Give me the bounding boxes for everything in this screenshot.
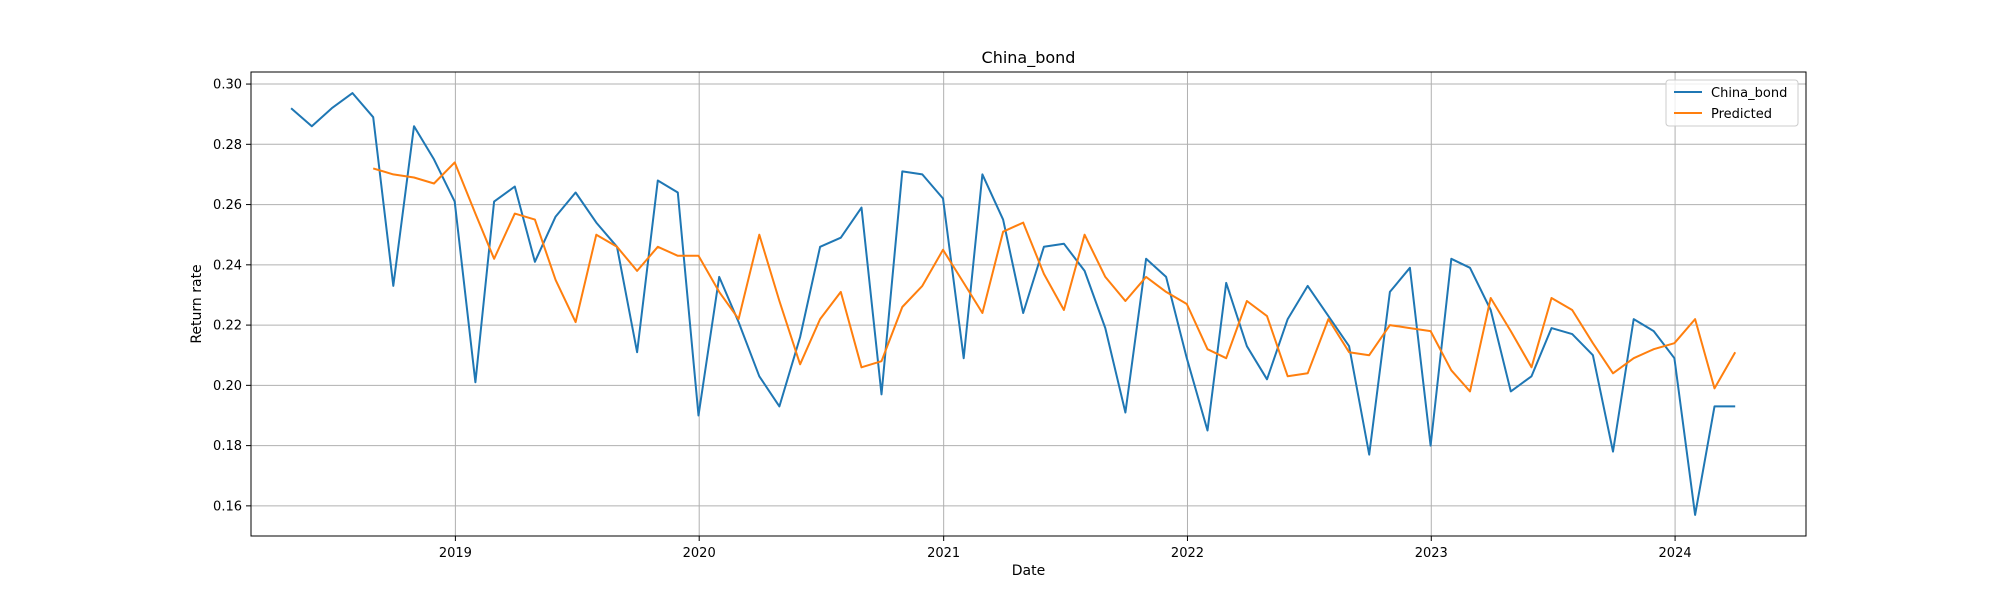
chart-title: China_bond <box>982 48 1076 68</box>
y-tick-label: 0.16 <box>213 499 242 514</box>
y-tick-label: 0.22 <box>213 319 242 334</box>
y-axis-label: Return rate <box>189 264 205 343</box>
x-tick-label: 2023 <box>1415 546 1448 561</box>
x-tick-label: 2020 <box>683 546 716 561</box>
legend-label-china-bond: China_bond <box>1711 86 1787 101</box>
y-tick-label: 0.30 <box>213 78 242 93</box>
x-tick-label: 2019 <box>439 546 472 561</box>
y-axis: 0.16 0.18 0.20 0.22 0.24 0.26 0.28 0.30 <box>213 78 251 514</box>
series-line-predicted <box>372 161 1737 393</box>
x-axis: 2019 2020 2021 2022 2023 2024 <box>439 536 1692 561</box>
y-tick-label: 0.28 <box>213 138 242 153</box>
legend: China_bond Predicted <box>1665 79 1799 127</box>
y-tick-label: 0.26 <box>213 198 242 213</box>
y-tick-label: 0.20 <box>213 379 242 394</box>
legend-label-predicted: Predicted <box>1711 107 1772 122</box>
plot-frame <box>250 71 1807 537</box>
series-layer <box>290 92 1737 516</box>
y-tick-label: 0.24 <box>213 258 242 273</box>
x-tick-label: 2024 <box>1659 546 1692 561</box>
grid <box>251 72 1806 536</box>
x-tick-label: 2022 <box>1171 546 1204 561</box>
y-tick-label: 0.18 <box>213 439 242 454</box>
x-axis-label: Date <box>1012 563 1045 579</box>
series-line-china-bond <box>290 92 1736 516</box>
x-tick-label: 2021 <box>927 546 960 561</box>
